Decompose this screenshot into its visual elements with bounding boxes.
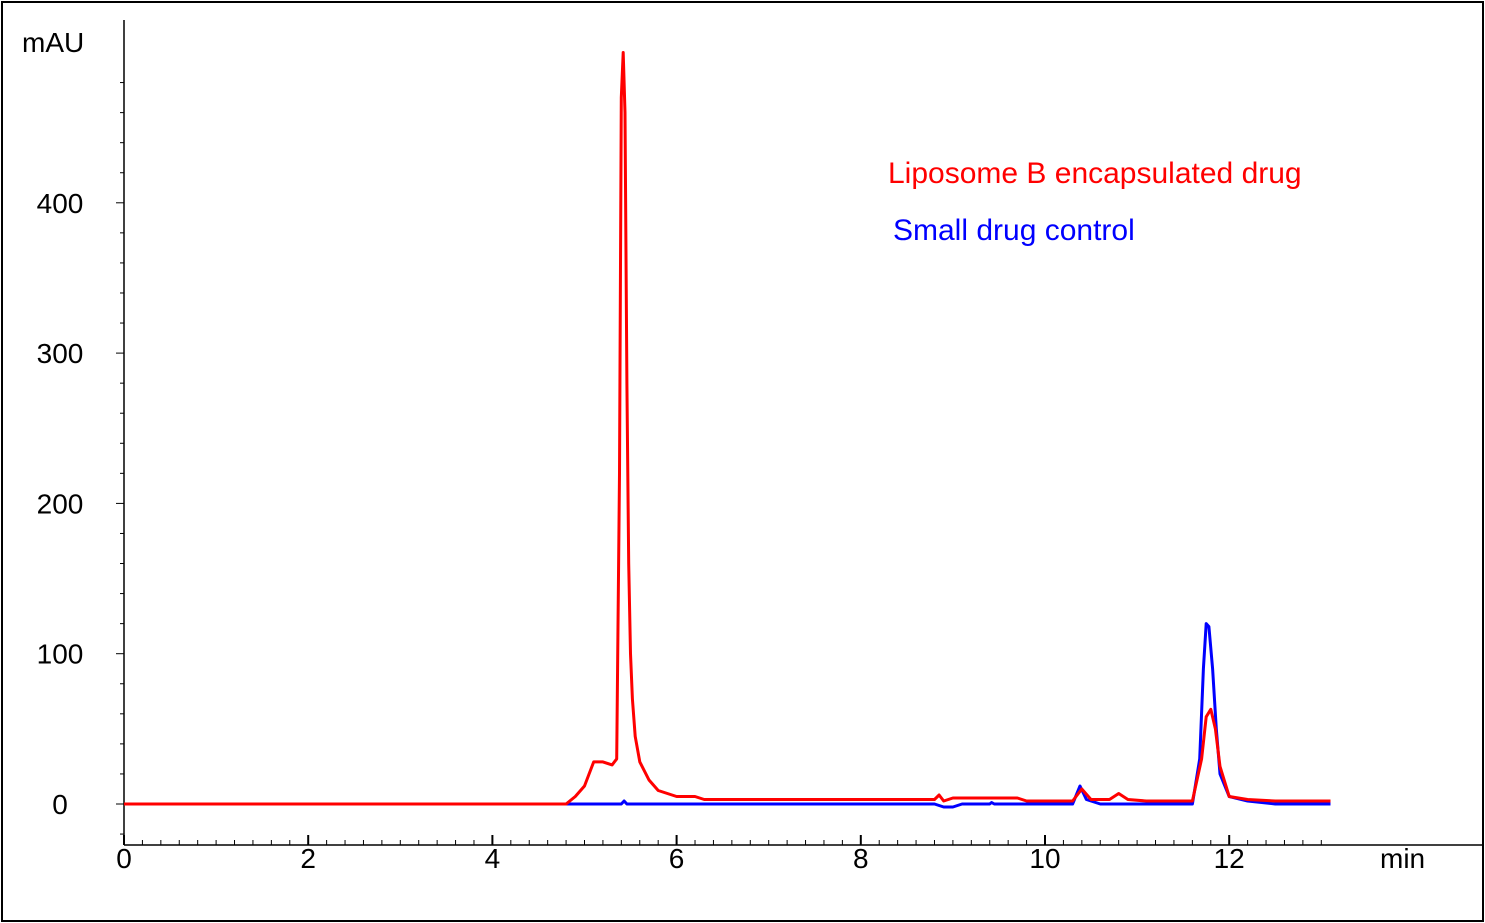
- legend-entry-liposome: Liposome B encapsulated drug: [888, 157, 1302, 190]
- legend: Liposome B encapsulated drug Small drug …: [888, 157, 1302, 247]
- x-tick-label: 12: [1214, 843, 1245, 874]
- x-tick-label: 10: [1029, 843, 1060, 874]
- series-layer: [124, 51, 1331, 809]
- legend-entry-small-drug-control: Small drug control: [893, 214, 1135, 247]
- series-line-0: [124, 51, 1331, 806]
- y-tick-label: 200: [37, 488, 84, 519]
- x-tick-label: 0: [116, 843, 132, 874]
- y-axis: 0 100 200 300 400: [37, 20, 125, 845]
- y-tick-label: 400: [37, 188, 84, 219]
- x-tick-label: 6: [669, 843, 685, 874]
- y-tick-label: 0: [52, 789, 68, 820]
- y-tick-label: 300: [37, 338, 84, 369]
- x-tick-label: 4: [485, 843, 501, 874]
- x-tick-label: 2: [300, 843, 316, 874]
- y-axis-unit-label: mAU: [22, 27, 84, 58]
- x-axis-unit-label: min: [1380, 843, 1425, 874]
- y-tick-label: 100: [37, 639, 84, 670]
- x-tick-label: 8: [853, 843, 869, 874]
- x-axis: 0 2 4 6 8 10 12: [116, 835, 1483, 874]
